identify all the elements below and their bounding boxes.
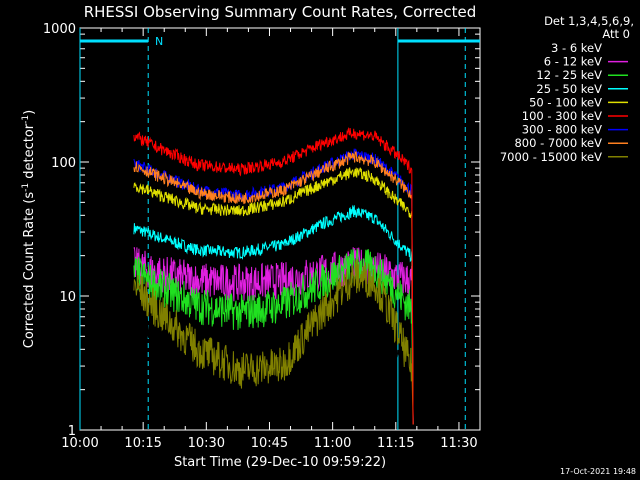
y-axis-label-end: ) [22,110,37,115]
series-line [133,167,414,425]
series-line [133,148,414,425]
x-tick-label: 10:30 [188,436,225,451]
legend-label: 50 - 100 keV [529,95,602,109]
y-axis-label-main: Corrected Count Rate (s [22,192,37,349]
data-series [133,126,414,425]
legend-label: 100 - 300 keV [522,109,602,123]
y-tick-labels: 1 10 100 1000 [43,22,76,439]
legend-label: 7000 - 15000 keV [500,150,602,164]
y-axis-label: Corrected Count Rate (s-1 detector-1) [21,110,37,348]
legend-label: 12 - 25 keV [536,68,602,82]
x-tick-label: 10:15 [124,436,161,451]
series-line [133,248,414,425]
x-tick-label: 10:45 [251,436,288,451]
y-tick-label: 10 [59,290,76,305]
x-tick-label: 11:15 [377,436,414,451]
orbit-markers [79,28,480,430]
x-tick-labels: 10:00 10:15 10:30 10:45 11:00 11:15 11:30 [61,436,477,451]
series-line [133,259,414,425]
x-tick-label: 11:00 [314,436,351,451]
night-label: N [155,35,163,48]
axis-ticks [79,28,481,431]
legend-label: 3 - 6 keV [551,41,602,55]
legend-header-line2: Att 0 [602,27,630,41]
legend-header-line1: Det 1,3,4,5,6,9, [544,14,634,28]
footer-timestamp: 17-Oct-2021 19:48 [560,467,636,476]
y-tick-label: 1 [68,424,76,439]
x-tick-label: 11:30 [440,436,477,451]
y-axis-label-mid: detector [22,123,37,183]
y-axis-label-sup1: -1 [21,183,31,192]
y-axis-label-sup2: -1 [21,115,31,124]
y-tick-label: 1000 [43,22,76,37]
x-axis-label: Start Time (29-Dec-10 09:59:22) [174,455,386,470]
x-tick-label: 10:00 [61,436,98,451]
legend-label: 6 - 12 keV [544,55,602,69]
series-line [133,204,414,425]
chart-title: RHESSI Observing Summary Count Rates, Co… [84,3,477,21]
series-line [133,150,414,425]
legend-label: 300 - 800 keV [522,123,602,137]
series-line [133,126,414,425]
y-tick-label: 100 [51,156,76,171]
legend-label: 25 - 50 keV [536,82,602,96]
legend-label: 800 - 7000 keV [514,136,602,150]
